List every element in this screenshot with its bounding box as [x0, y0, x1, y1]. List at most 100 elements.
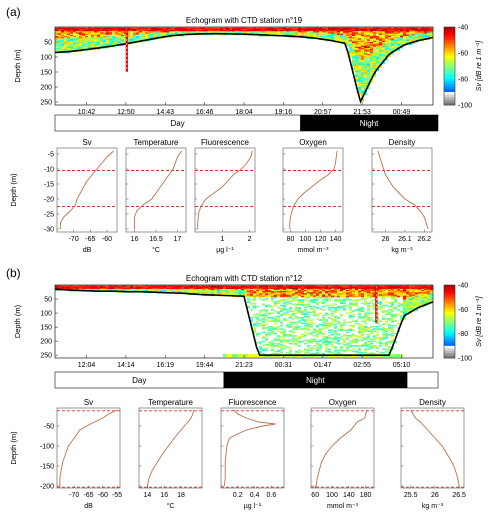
colorbar-swatch: [444, 334, 455, 337]
echogram-cell: [259, 348, 262, 350]
echogram-cell: [235, 354, 238, 357]
echogram-cell: [313, 323, 316, 325]
profile-x-tick-label: 120: [315, 236, 327, 243]
echogram-cell: [286, 314, 289, 316]
colorbar-swatch: [444, 326, 455, 329]
colorbar-swatch: [444, 48, 455, 51]
echogram-cell: [334, 308, 337, 310]
profile-y-tick-label: -50: [44, 424, 54, 431]
echogram-x-tick-label: 02:55: [353, 362, 371, 369]
echogram-cell: [340, 296, 343, 298]
profile-x-tick-label: 100: [326, 492, 338, 499]
profile-density: Density26 26.1 26.2kg m⁻³: [372, 138, 432, 254]
echogram-cell: [304, 335, 307, 337]
profile-y-tick-label: -100: [40, 444, 54, 451]
panel-label: (b): [6, 266, 21, 280]
profile-x-tick-label: 26: [431, 492, 439, 499]
echogram-x-tick-label: 19:44: [196, 362, 214, 369]
echogram-cell: [331, 324, 334, 326]
colorbar-swatch: [444, 331, 455, 334]
echogram-cell: [367, 319, 370, 321]
echogram-cell: [367, 337, 370, 339]
echogram-cell: [250, 309, 253, 311]
echogram-cell: [289, 347, 292, 349]
echogram-cell: [319, 319, 322, 321]
echogram-cell: [361, 320, 364, 322]
echogram-cell: [391, 322, 394, 324]
echogram-cell: [271, 313, 274, 315]
colorbar-swatch: [444, 40, 455, 43]
echogram-cell: [268, 306, 271, 308]
profile-x-tick-label: 180: [360, 492, 372, 499]
echogram-cell: [304, 328, 307, 330]
echogram-cell: [307, 317, 310, 319]
colorbar-tick-label: -80: [458, 77, 468, 84]
echogram-cell: [310, 319, 313, 321]
echogram-cell: [283, 306, 286, 308]
echogram-cell: [292, 318, 295, 320]
echogram-cell: [331, 352, 334, 354]
echogram-cell: [262, 325, 265, 327]
colorbar-swatch: [444, 84, 455, 87]
echogram-cell: [295, 328, 298, 330]
echogram-cell: [346, 329, 349, 331]
echogram-cell: [262, 309, 265, 311]
profile-x-axis-label: µg l⁻¹: [216, 247, 234, 254]
echogram-cell: [265, 350, 268, 352]
echogram-cell: [253, 354, 256, 357]
echogram-cell: [349, 296, 352, 298]
echogram-cell: [343, 351, 346, 353]
echogram-cell: [337, 350, 340, 352]
echogram-cell: [358, 339, 361, 341]
echogram-cell: [379, 306, 382, 308]
echogram-cell: [319, 346, 322, 348]
profile-frame: [401, 408, 464, 488]
echogram-cell: [283, 319, 286, 321]
profile-x-tick-label: 60: [311, 492, 319, 499]
echogram-cell: [337, 337, 340, 339]
colorbar-swatch: [444, 285, 455, 288]
echogram-cell: [394, 320, 397, 322]
echogram-cell: [289, 343, 292, 345]
profile-fluorescence: Fluorescence1 2µg l⁻¹: [195, 138, 255, 254]
echogram-cell: [346, 322, 349, 324]
profile-x-tick-label: 16: [131, 236, 139, 243]
echogram-cell: [343, 324, 346, 326]
echogram-cell: [316, 334, 319, 336]
echogram-cell: [349, 350, 352, 352]
echogram-cell: [373, 326, 376, 328]
echogram-cell: [304, 310, 307, 312]
echogram-cell: [322, 326, 325, 328]
echogram-cell: [340, 299, 343, 301]
echogram-cell: [352, 329, 355, 331]
echogram-cell: [355, 342, 358, 344]
echogram-cell: [346, 332, 349, 334]
echogram-cell: [400, 305, 403, 307]
echogram-cell: [319, 333, 322, 335]
echogram-cell: [343, 344, 346, 346]
echogram-cell: [358, 345, 361, 347]
echogram-cell: [388, 329, 391, 331]
echogram-x-tick-label: 00:31: [275, 362, 293, 369]
profile-frame: [283, 148, 343, 232]
echogram-cell: [349, 299, 352, 301]
echogram-y-tick-label: 50: [44, 297, 52, 304]
echogram-cell: [343, 296, 346, 298]
colorbar-tick-label: -100: [458, 103, 472, 110]
echogram-cell: [388, 327, 391, 329]
echogram-cell: [367, 310, 370, 312]
echogram-cell: [298, 322, 301, 324]
echogram-cell: [259, 333, 262, 335]
echogram-cell: [292, 332, 295, 334]
echogram-cell: [304, 314, 307, 316]
profile-title: Fluorescence: [201, 138, 250, 147]
echogram-cell: [322, 343, 325, 345]
echogram-x-tick-label: 01:47: [314, 362, 332, 369]
echogram-cell: [298, 345, 301, 347]
echogram-cell: [310, 322, 313, 324]
profile-x-axis-label: mmol m⁻³: [327, 503, 359, 510]
echogram-cell: [364, 352, 367, 354]
echogram-cell: [259, 323, 262, 325]
colorbar-tick-label: -40: [458, 25, 468, 32]
